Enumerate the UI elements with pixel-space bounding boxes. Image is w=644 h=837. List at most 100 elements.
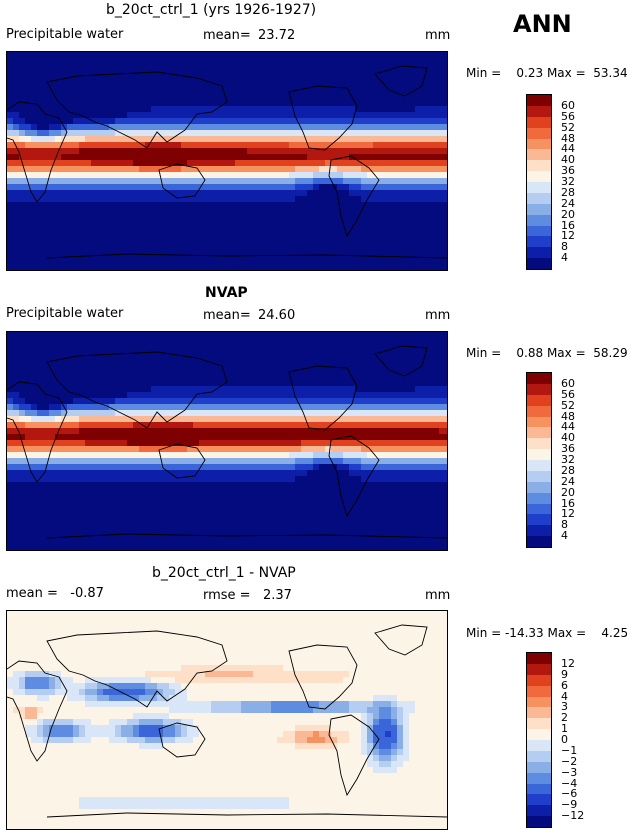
panel-1-minmax: Min = 0.23 Max = 53.34	[466, 66, 628, 80]
colorbar-tick-label: 16	[561, 496, 575, 510]
panel-2-mean-label: mean=	[203, 308, 251, 323]
colorbar-swatch	[527, 394, 551, 406]
colorbar-tick-label: 12	[561, 507, 575, 521]
colorbar-swatch	[527, 783, 551, 795]
coastline	[374, 624, 428, 656]
coastline	[46, 71, 228, 149]
colorbar-swatch	[527, 225, 551, 237]
colorbar-swatch	[527, 149, 551, 161]
panel-3-rmse-value: 2.37	[263, 588, 292, 603]
colorbar-swatch	[527, 685, 551, 697]
colorbar-swatch	[527, 427, 551, 439]
colorbar-swatch	[527, 674, 551, 686]
colorbar-swatch	[527, 160, 551, 172]
colorbar-swatch	[527, 247, 551, 259]
colorbar-swatch	[527, 171, 551, 182]
colorbar-swatch	[527, 236, 551, 248]
colorbar-swatch	[527, 772, 551, 784]
colorbar-tick-label: 1	[561, 722, 568, 736]
colorbar-swatch	[527, 470, 551, 482]
panel-2-unit: mm	[425, 308, 451, 323]
colorbar-tick-label: 60	[561, 98, 575, 112]
coastline	[158, 163, 206, 199]
coastline	[46, 253, 447, 259]
coastline	[374, 345, 428, 377]
colorbar-swatch	[527, 707, 551, 719]
colorbar-swatch	[527, 816, 551, 827]
panel-1-mean-label: mean=	[203, 28, 251, 43]
colorbar-swatch	[527, 192, 551, 204]
colorbar-swatch	[527, 138, 551, 150]
colorbar-swatch	[527, 449, 551, 460]
panel-1-unit: mm	[425, 28, 451, 43]
colorbar-tick-label: 48	[561, 409, 575, 423]
colorbar-swatch	[527, 718, 551, 730]
colorbar-swatch	[527, 696, 551, 708]
colorbar-swatch	[527, 750, 551, 762]
colorbar-tick-label: 24	[561, 196, 575, 210]
colorbar-tick-label: 28	[561, 463, 575, 477]
colorbar-tick-label: −3	[561, 765, 578, 779]
colorbar-swatch	[527, 729, 551, 740]
colorbar-swatch	[527, 258, 551, 269]
colorbar-tick-label: −1	[561, 743, 578, 757]
panel-3-map	[6, 610, 448, 830]
panel-1-mean-value: 23.72	[258, 28, 296, 43]
coastline	[288, 365, 358, 431]
colorbar-swatch	[527, 182, 551, 193]
coastline	[328, 714, 380, 797]
colorbar-swatch	[527, 405, 551, 417]
panel-3-title: b_20ct_ctrl_1 - NVAP	[152, 565, 296, 581]
colorbar-swatch	[527, 95, 551, 106]
colorbar-swatch	[527, 438, 551, 450]
colorbar-tick-label: 44	[561, 420, 575, 434]
coastline	[158, 722, 206, 758]
colorbar-tick-label: 8	[561, 518, 568, 532]
coastline	[328, 155, 380, 238]
colorbar-swatch	[527, 805, 551, 817]
colorbar-tick-label: 32	[561, 175, 575, 188]
season-label: ANN	[513, 10, 572, 38]
coastline	[46, 351, 228, 429]
coastline	[7, 381, 68, 483]
panel-3-rmse-label: rmse =	[203, 588, 251, 603]
colorbar-tick-label: 4	[561, 251, 568, 265]
colorbar-swatch	[527, 536, 551, 547]
colorbar-swatch	[527, 373, 551, 384]
colorbar-tick-label: 36	[561, 442, 575, 456]
colorbar-tick-label: 4	[561, 529, 568, 543]
colorbar-tick-label: 9	[561, 667, 568, 681]
colorbar-tick-label: 20	[561, 485, 575, 499]
colorbar-swatch	[527, 105, 551, 117]
colorbar-swatch	[527, 653, 551, 664]
coastline	[288, 85, 358, 151]
colorbar-tick-label: 20	[561, 207, 575, 221]
coastline	[328, 435, 380, 518]
panel-3-minmax: Min = -14.33 Max = 4.25	[466, 626, 629, 640]
panel-1-colorbar	[526, 94, 552, 270]
panel-3-colorbar	[526, 652, 552, 828]
colorbar-swatch	[527, 460, 551, 471]
colorbar-swatch	[527, 663, 551, 675]
colorbar-tick-label: 6	[561, 678, 568, 692]
colorbar-swatch	[527, 761, 551, 773]
colorbar-swatch	[527, 203, 551, 215]
colorbar-tick-label: 0	[561, 733, 568, 746]
panel-2-colorbar	[526, 372, 552, 548]
colorbar-tick-label: −2	[561, 754, 578, 768]
colorbar-tick-label: −6	[561, 787, 578, 801]
coastline	[46, 812, 447, 818]
colorbar-tick-label: 56	[561, 387, 575, 401]
colorbar-tick-label: 24	[561, 474, 575, 488]
colorbar-tick-label: 60	[561, 376, 575, 390]
coastline	[46, 533, 447, 539]
colorbar-swatch	[527, 492, 551, 504]
panel-3-unit: mm	[425, 588, 451, 603]
panel-1-title: b_20ct_ctrl_1 (yrs 1926-1927)	[106, 2, 317, 18]
coastline	[46, 630, 228, 708]
colorbar-tick-label: 52	[561, 120, 575, 134]
panel-2-variable: Precipitable water	[6, 306, 124, 321]
colorbar-tick-label: −9	[561, 798, 578, 812]
colorbar-tick-label: 40	[561, 153, 575, 167]
panel-3-mean: mean = -0.87	[6, 586, 104, 601]
